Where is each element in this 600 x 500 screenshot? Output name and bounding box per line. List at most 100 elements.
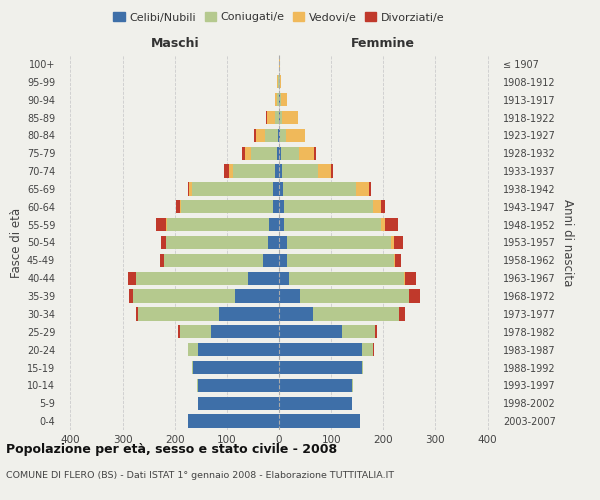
Bar <box>275 93 277 106</box>
Bar <box>180 200 181 213</box>
Text: COMUNE DI FLERO (BS) - Dati ISTAT 1° gennaio 2008 - Elaborazione TUTTITALIA.IT: COMUNE DI FLERO (BS) - Dati ISTAT 1° gen… <box>6 471 394 480</box>
Bar <box>369 182 371 196</box>
Bar <box>318 164 331 178</box>
Bar <box>279 236 287 249</box>
Bar <box>404 272 405 285</box>
Bar <box>242 146 245 160</box>
Text: Femmine: Femmine <box>351 36 415 50</box>
Bar <box>283 182 356 196</box>
Bar <box>284 200 373 213</box>
Bar <box>256 128 265 142</box>
Bar <box>380 218 385 232</box>
Bar <box>180 325 211 338</box>
Bar <box>409 290 420 303</box>
Bar <box>289 272 404 285</box>
Bar <box>275 111 279 124</box>
Bar <box>136 272 248 285</box>
Bar <box>269 218 279 232</box>
Bar <box>160 254 164 267</box>
Bar <box>164 254 263 267</box>
Bar <box>267 111 275 124</box>
Bar <box>190 182 192 196</box>
Bar <box>281 146 299 160</box>
Bar <box>405 272 416 285</box>
Bar <box>279 343 362 356</box>
Bar <box>229 164 233 178</box>
Bar <box>299 146 314 160</box>
Bar <box>287 254 394 267</box>
Text: Maschi: Maschi <box>151 36 199 50</box>
Text: Popolazione per età, sesso e stato civile - 2008: Popolazione per età, sesso e stato civil… <box>6 442 337 456</box>
Bar <box>233 164 275 178</box>
Bar <box>394 254 395 267</box>
Bar <box>198 343 279 356</box>
Bar <box>279 396 352 410</box>
Bar <box>399 307 405 320</box>
Bar <box>313 307 399 320</box>
Bar <box>251 146 277 160</box>
Bar <box>219 307 279 320</box>
Bar <box>279 361 362 374</box>
Bar <box>279 128 280 142</box>
Bar <box>279 290 300 303</box>
Bar <box>376 325 377 338</box>
Bar <box>193 361 279 374</box>
Bar <box>277 75 278 88</box>
Bar <box>286 128 305 142</box>
Bar <box>362 361 364 374</box>
Bar <box>265 128 278 142</box>
Bar <box>279 254 287 267</box>
Bar <box>278 128 279 142</box>
Bar <box>331 164 333 178</box>
Bar <box>300 290 409 303</box>
Bar <box>263 254 279 267</box>
Bar <box>178 325 180 338</box>
Bar <box>380 200 385 213</box>
Bar <box>394 236 403 249</box>
Bar <box>128 272 136 285</box>
Bar <box>279 325 341 338</box>
Bar <box>198 378 279 392</box>
Bar <box>279 200 284 213</box>
Bar <box>314 146 316 160</box>
Bar <box>279 414 360 428</box>
Bar <box>273 200 279 213</box>
Bar <box>373 343 374 356</box>
Bar <box>161 236 166 249</box>
Bar <box>192 182 273 196</box>
Bar <box>188 343 198 356</box>
Bar <box>133 290 235 303</box>
Bar <box>224 164 229 178</box>
Bar <box>280 111 282 124</box>
Bar <box>279 307 313 320</box>
Bar <box>166 236 268 249</box>
Y-axis label: Anni di nascita: Anni di nascita <box>561 199 574 286</box>
Bar <box>181 200 273 213</box>
Bar <box>284 218 380 232</box>
Bar <box>362 343 373 356</box>
Bar <box>197 378 198 392</box>
Bar <box>268 236 279 249</box>
Y-axis label: Fasce di età: Fasce di età <box>10 208 23 278</box>
Bar <box>280 128 286 142</box>
Bar <box>277 93 279 106</box>
Legend: Celibi/Nubili, Coniugati/e, Vedovi/e, Divorziati/e: Celibi/Nubili, Coniugati/e, Vedovi/e, Di… <box>109 8 449 27</box>
Bar <box>373 200 380 213</box>
Bar <box>211 325 279 338</box>
Bar <box>248 272 279 285</box>
Bar <box>281 93 287 106</box>
Bar <box>279 272 289 285</box>
Bar <box>279 218 284 232</box>
Bar <box>356 182 369 196</box>
Bar <box>245 146 251 160</box>
Bar <box>166 218 167 232</box>
Bar <box>395 254 401 267</box>
Bar <box>277 146 279 160</box>
Bar <box>352 378 353 392</box>
Bar <box>279 378 352 392</box>
Bar <box>279 164 281 178</box>
Bar <box>198 396 279 410</box>
Bar <box>275 164 279 178</box>
Bar <box>391 236 394 249</box>
Bar <box>254 128 256 142</box>
